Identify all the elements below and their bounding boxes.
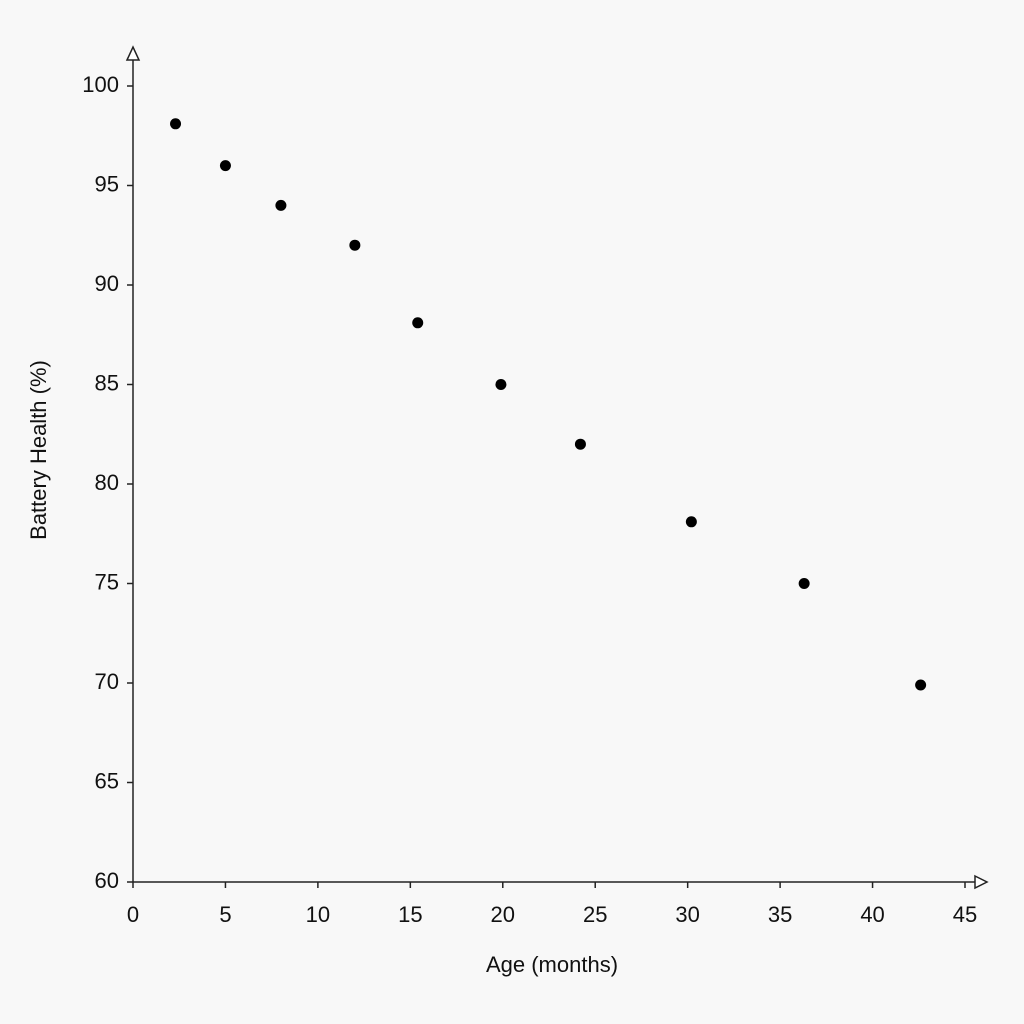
y-tick-label: 75	[95, 569, 119, 594]
point	[170, 118, 182, 130]
x-tick-label: 20	[491, 902, 515, 927]
y-tick-label: 85	[95, 370, 119, 395]
x-tick-label: 5	[219, 902, 231, 927]
y-tick-label: 100	[82, 72, 119, 97]
y-tick-label: 70	[95, 669, 119, 694]
point	[798, 578, 810, 589]
point	[219, 160, 231, 172]
x-tick-label: 25	[583, 902, 607, 927]
x-tick-label: 40	[860, 902, 884, 927]
y-tick-label: 95	[95, 171, 119, 196]
point	[495, 379, 507, 390]
point	[915, 679, 927, 691]
y-tick-label: 90	[95, 271, 119, 296]
y-axis-label: Battery Health (%)	[26, 360, 51, 540]
point	[349, 239, 361, 251]
point	[685, 516, 697, 528]
x-tick-label: 35	[768, 902, 792, 927]
x-tick-label: 0	[127, 902, 139, 927]
y-tick-label: 60	[95, 868, 119, 893]
x-tick-label: 45	[953, 902, 977, 927]
x-axis-arrow	[974, 874, 989, 890]
x-tick-label: 15	[398, 902, 422, 927]
x-tick-label: 30	[675, 902, 699, 927]
x-axis-label: Age (months)	[486, 952, 618, 977]
y-tick-label: 65	[95, 768, 119, 793]
point	[275, 199, 287, 211]
y-axis-arrow	[125, 45, 141, 61]
point	[412, 317, 424, 329]
x-tick-label: 10	[306, 902, 330, 927]
point	[574, 438, 586, 450]
y-tick-label: 80	[95, 470, 119, 495]
